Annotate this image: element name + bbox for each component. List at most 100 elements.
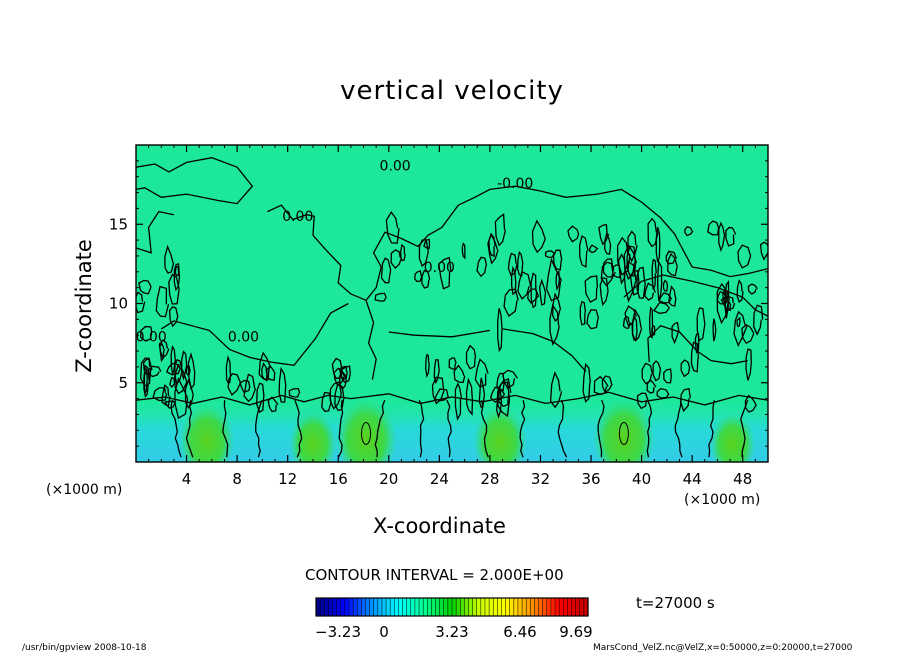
- colorbar-cell: [472, 597, 478, 617]
- contour-line: [680, 359, 691, 378]
- colorbar-cell: [497, 597, 503, 617]
- colorbar-tick-label: 3.23: [435, 623, 468, 641]
- contour-line: [736, 316, 741, 328]
- contour-line: [423, 238, 431, 250]
- colorbar-cell: [398, 597, 404, 617]
- x-unit-label-left: (×1000 m): [46, 482, 123, 498]
- contour-line: [616, 236, 631, 276]
- contour-line: [593, 375, 609, 396]
- colorbar-cell: [394, 597, 399, 617]
- colorbar-cell: [579, 597, 585, 617]
- contour-line: [651, 258, 657, 290]
- contour-line: [243, 373, 257, 403]
- x-tick-label: 8: [232, 470, 242, 488]
- contour-line: [597, 399, 605, 458]
- colorbar-tick-label: −3.23: [315, 623, 361, 641]
- contour-line: [712, 318, 717, 342]
- colorbar-cell: [513, 597, 519, 617]
- colorbar-cell: [344, 597, 350, 617]
- contour-line: [588, 244, 599, 254]
- contour-interval-label: CONTOUR INTERVAL = 2.000E+00: [305, 566, 564, 584]
- contour-line: [480, 400, 489, 458]
- contour-line: [187, 352, 196, 390]
- updraft-core: [473, 405, 527, 462]
- contour-line: [555, 270, 561, 291]
- contour-line: [567, 225, 580, 243]
- contour-line: [185, 400, 194, 458]
- contour-line: [557, 400, 568, 458]
- contour-line: [494, 213, 507, 247]
- contour-line: [174, 265, 180, 277]
- x-tick-label: 48: [733, 470, 752, 488]
- colorbar-cell: [521, 597, 527, 617]
- x-tick-label: 28: [480, 470, 499, 488]
- contour-line: [690, 341, 700, 373]
- colorbar-cell: [546, 597, 552, 617]
- colorbar-cell: [340, 597, 346, 617]
- colorbar-cell: [414, 597, 420, 617]
- contour-line: [656, 387, 670, 399]
- contour-line: [740, 399, 749, 458]
- contour-line: [138, 279, 152, 295]
- colorbar-cell: [575, 597, 581, 617]
- contour-line: [674, 400, 683, 458]
- colorbar-cell: [332, 597, 338, 617]
- contour-line: [510, 265, 517, 296]
- contour-line: [453, 364, 466, 384]
- contour-line: [497, 381, 511, 418]
- colorbar-cell: [480, 597, 486, 617]
- colorbar-cell: [464, 597, 470, 617]
- contour-line: [461, 242, 466, 260]
- contour-line: [170, 400, 182, 458]
- colorbar-cell: [406, 597, 412, 617]
- colorbar-cell: [431, 597, 437, 617]
- contour-line: [665, 250, 678, 265]
- colorbar-cell: [530, 597, 535, 617]
- contour-line: [380, 257, 392, 284]
- contour-line: [261, 362, 268, 382]
- contour-line: [684, 226, 694, 237]
- contour-line: [671, 321, 680, 345]
- colorbar-cell: [468, 597, 474, 617]
- contour-line: [636, 266, 647, 299]
- updraft-core: [335, 398, 398, 462]
- colorbar-cell: [336, 597, 342, 617]
- contour-line: [649, 306, 654, 339]
- colorbar-cell: [571, 597, 577, 617]
- updraft-core: [178, 403, 235, 462]
- colorbar-cell: [328, 597, 334, 617]
- contour-line: [374, 399, 386, 458]
- contour-line: [652, 360, 662, 382]
- colorbar-cell: [422, 597, 428, 617]
- contour-line: [155, 285, 170, 318]
- colorbar-cell: [361, 597, 367, 617]
- colorbar-cell: [369, 597, 375, 617]
- contour-line: [744, 394, 757, 413]
- colorbar-cell: [558, 597, 564, 617]
- colorbar-tick-label: 9.69: [559, 623, 592, 641]
- colorbar-cell: [484, 597, 490, 617]
- colorbar-cell: [517, 597, 523, 617]
- contour-line: [694, 333, 700, 354]
- contour-line: [421, 269, 431, 289]
- contour-line: [736, 279, 744, 303]
- contour-line: [136, 391, 768, 406]
- contour-line: [497, 378, 512, 408]
- contour-line: [465, 344, 477, 370]
- colorbar-cell: [352, 597, 358, 617]
- contour-line: [478, 377, 486, 409]
- contour-line: [646, 378, 657, 394]
- contour-line: [530, 272, 538, 309]
- contour-line: [487, 233, 499, 265]
- contour-line: [385, 211, 400, 244]
- contour-line: [340, 365, 351, 384]
- colorbar-cell: [389, 597, 395, 617]
- contour-line: [374, 292, 387, 302]
- colorbar-cell: [476, 597, 482, 617]
- near-surface-downdraft-band: [136, 401, 768, 462]
- contour-line: [267, 396, 279, 413]
- contour-line: [267, 204, 367, 301]
- contour-line: [599, 277, 609, 307]
- contour-line: [222, 400, 229, 458]
- colorbar-cell: [492, 597, 498, 617]
